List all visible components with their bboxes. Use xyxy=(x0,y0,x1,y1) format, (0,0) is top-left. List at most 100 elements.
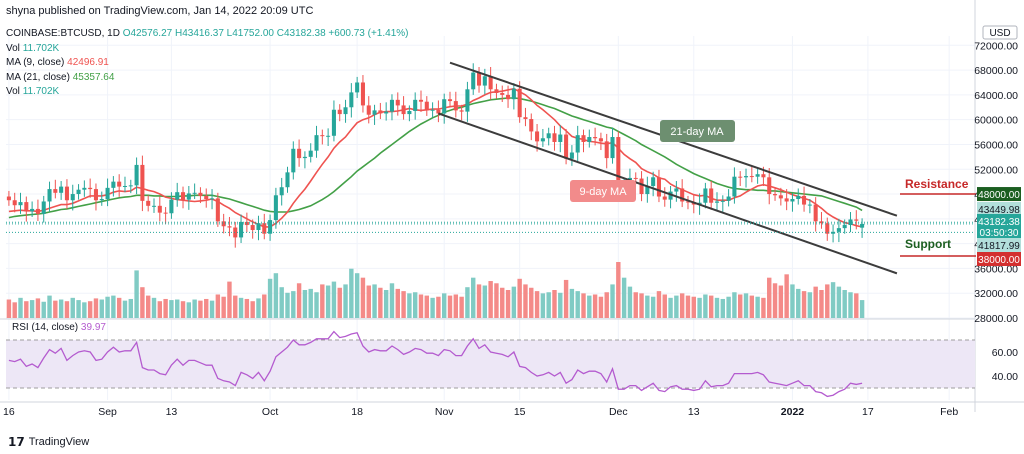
symbol-label[interactable]: COINBASE:BTCUSD, 1D xyxy=(6,28,120,39)
volume-value: 11.702K xyxy=(22,42,60,54)
candle-body xyxy=(273,195,278,221)
volume-bar xyxy=(558,292,563,318)
countdown-tag: 03:50:30 xyxy=(980,228,1019,239)
volume-bar xyxy=(650,296,656,318)
volume2-label[interactable]: Vol xyxy=(6,86,20,97)
volume-bar xyxy=(598,296,604,318)
volume-bar xyxy=(517,278,522,318)
volume-bar xyxy=(436,296,441,318)
volume-bar xyxy=(128,298,133,318)
candle-body xyxy=(227,226,232,228)
candle-body xyxy=(784,198,789,202)
candle-body xyxy=(790,199,795,202)
ma21-path xyxy=(8,97,863,219)
ma9-label[interactable]: MA (9, close) xyxy=(6,57,65,68)
ma9-value: 42496.91 xyxy=(67,57,109,68)
high-tag: 43449.98 xyxy=(978,205,1020,216)
volume-bar xyxy=(87,301,93,318)
candle-body xyxy=(459,110,464,112)
candle-body xyxy=(262,223,267,234)
price-tick-label: 56000.00 xyxy=(974,139,1018,151)
volume-bar xyxy=(662,294,667,318)
candle-body xyxy=(88,187,93,190)
volume-bar xyxy=(471,277,476,318)
candle-body xyxy=(337,109,342,115)
candle-body xyxy=(436,109,441,114)
volume-bars xyxy=(6,262,865,318)
candle-body xyxy=(726,196,731,201)
candle-body xyxy=(581,135,586,142)
candle-body xyxy=(552,133,557,142)
volume-bar xyxy=(221,296,226,318)
level-lines xyxy=(6,193,976,257)
volume-bar xyxy=(215,294,221,318)
candle-body xyxy=(546,133,551,139)
candle-body xyxy=(540,138,545,142)
volume-bar xyxy=(53,300,58,318)
tradingview-logo-icon[interactable]: 𝟭𝟳 xyxy=(8,435,25,449)
candle-body xyxy=(151,205,157,207)
candle-body xyxy=(314,135,319,151)
support-tag: 38000.00 xyxy=(978,255,1020,266)
volume-bar xyxy=(761,297,766,318)
candle-body xyxy=(442,99,447,114)
ma21-label[interactable]: MA (21, close) xyxy=(6,71,70,83)
legend-ma9-row: MA (9, close) 42496.91 xyxy=(6,56,409,71)
candle-body xyxy=(47,189,52,202)
volume-bar xyxy=(302,290,308,318)
volume-bar xyxy=(285,292,290,318)
time-tick-label: Nov xyxy=(435,406,454,418)
candle-body xyxy=(796,195,801,200)
volume-bar xyxy=(459,296,464,318)
volume-bar xyxy=(389,283,395,318)
volume-bar xyxy=(488,281,493,318)
volume-bar xyxy=(354,273,360,318)
volume-bar xyxy=(604,292,609,318)
candle-body xyxy=(413,99,418,111)
volume-label[interactable]: Vol xyxy=(6,42,20,54)
candle-body xyxy=(685,201,691,203)
candle-body xyxy=(703,188,708,203)
volume-bar xyxy=(738,294,743,318)
volume-bar xyxy=(842,290,847,318)
candle-body xyxy=(297,148,302,159)
volume-bar xyxy=(412,292,418,318)
volume-bar xyxy=(111,295,116,318)
time-tick-label: 13 xyxy=(166,406,178,418)
trendlines xyxy=(438,61,898,275)
rsi-label[interactable]: RSI (14, close) xyxy=(12,322,79,333)
rsi-legend: RSI (14, close) 39.97 xyxy=(12,322,106,333)
time-tick-label: 17 xyxy=(862,406,874,418)
candle-body xyxy=(395,99,400,106)
candle-body xyxy=(645,185,650,195)
candle-body xyxy=(517,88,522,118)
tradingview-brand[interactable]: TradingView xyxy=(28,436,90,448)
candle-body xyxy=(372,110,377,115)
volume-bar xyxy=(273,273,279,318)
candle-body xyxy=(302,156,307,159)
volume-bar xyxy=(505,290,511,318)
candle-body xyxy=(598,138,603,142)
candle-body xyxy=(465,89,470,112)
volume-bar xyxy=(813,286,818,318)
volume-bar xyxy=(238,297,244,318)
candle-body xyxy=(384,111,389,114)
time-tick-label: 18 xyxy=(351,406,363,418)
candle-body xyxy=(326,135,331,137)
volume-bar xyxy=(383,290,389,318)
volume-bar xyxy=(192,299,197,318)
volume-bar xyxy=(70,297,75,318)
volume-bar xyxy=(784,274,789,318)
rsi-path xyxy=(8,330,863,398)
candle-body xyxy=(802,195,807,205)
volume-bar xyxy=(552,290,557,318)
volume-bar xyxy=(140,287,145,318)
volume-bar xyxy=(320,284,325,318)
candle-body xyxy=(140,164,145,201)
price-tick-label: 68000.00 xyxy=(974,65,1018,77)
volume-bar xyxy=(291,291,296,318)
volume-bar xyxy=(668,297,673,318)
candle-body xyxy=(709,188,714,203)
volume-bar xyxy=(442,293,447,318)
